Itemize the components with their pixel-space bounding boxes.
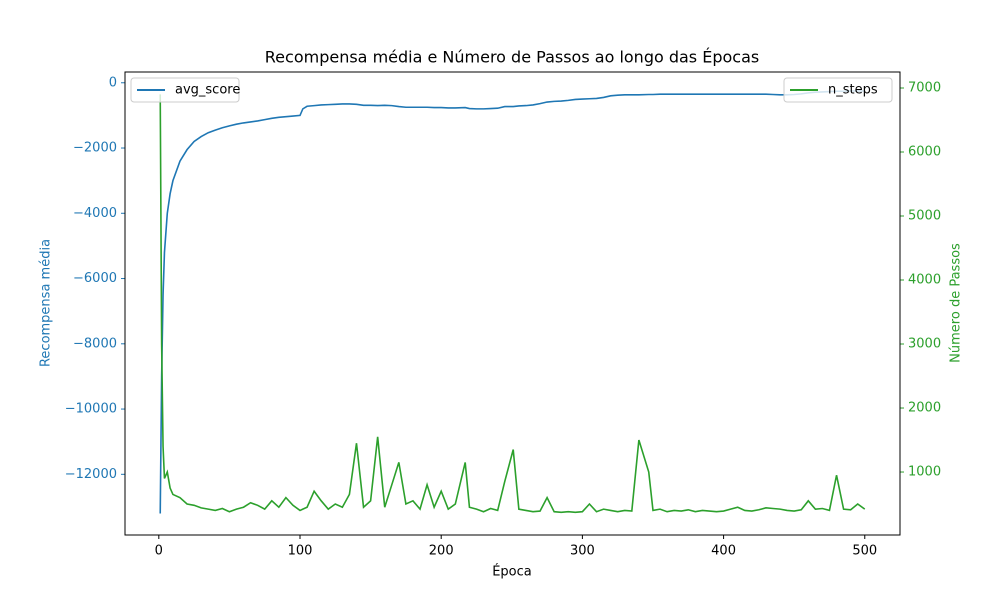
y2-tick-label: 5000 [908,209,941,224]
series-line [159,90,865,514]
y-tick-label: −8000 [73,336,117,351]
y2-tick-label: 4000 [908,273,941,288]
y-tick-label: −2000 [73,141,117,156]
y2-tick-label: 1000 [908,465,941,480]
y2-tick-label: 3000 [908,337,941,352]
x-tick-label: 100 [288,544,313,559]
x-tick-label: 0 [155,544,163,559]
y-tick-label: 0 [109,75,117,90]
legend-label: n_steps [828,83,878,98]
legend-label: avg_score [175,83,240,98]
y-tick-label: −6000 [73,271,117,286]
legend-box [783,77,893,103]
y2-tick-label: 7000 [908,81,941,96]
x-tick-label: 200 [429,544,454,559]
x-tick-label: 500 [852,544,877,559]
y-axis-label: Recompensa média [39,239,54,367]
y-tick-label: −4000 [73,206,117,221]
x-axis-label: Época [492,564,532,580]
y2-tick-label: 6000 [908,145,941,160]
y2-axis-label: Número de Passos [949,243,964,363]
y2-tick-label: 2000 [908,401,941,416]
y-tick-label: −10000 [65,402,117,417]
legend-box [130,77,240,103]
x-tick-label: 400 [711,544,736,559]
series-line [159,94,866,514]
y-tick-label: −12000 [65,467,117,482]
chart-title: Recompensa média e Número de Passos ao l… [265,48,759,67]
plot-frame [124,71,901,536]
x-tick-label: 300 [570,544,595,559]
